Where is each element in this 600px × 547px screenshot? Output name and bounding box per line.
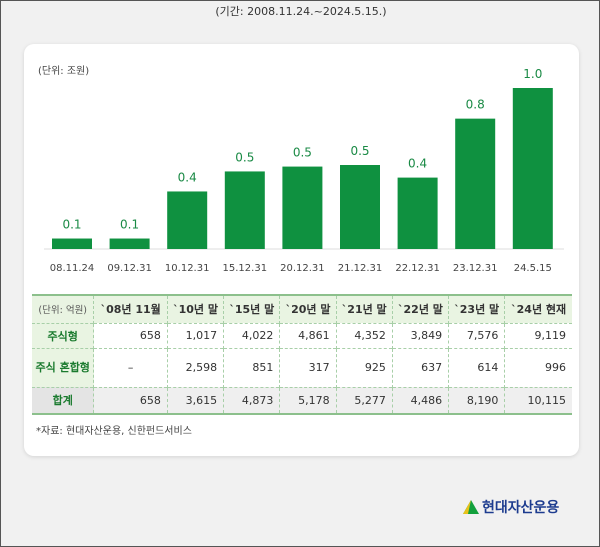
table-cell: 925 [335,348,393,387]
table-cell: 1,017 [166,323,224,348]
col-header: `22년 말 [391,295,449,323]
data-label: 0.5 [350,144,369,158]
data-table: (단위: 억원) `08년 11월 `10년 말 `15년 말 `20년 말 `… [32,294,572,415]
bar [109,238,150,249]
x-tick-label: 21.12.31 [338,263,383,274]
data-label: 0.5 [235,150,254,164]
table-row: 주식 혼합형 –2,598 851 317 925 637 614 996 [32,348,572,387]
table-cell: 658 [93,387,168,414]
table-cell: 851 [223,348,280,387]
col-header: `21년 말 [335,295,393,323]
table-unit: (단위: 억원) [38,305,88,317]
row-label: 주식형 [32,323,94,348]
table-cell: 2,598 [166,348,224,387]
x-tick-label: 23.12.31 [453,263,498,274]
data-label: 1.0 [523,67,542,81]
x-tick-label: 08.11.24 [50,263,95,274]
bar [512,88,553,249]
x-tick-label: 22.12.31 [395,263,440,274]
logo-text: 현대자산운용 [482,500,560,516]
table-row: 주식형 658 1,017 4,022 4,861 4,352 3,849 7,576 9,11… [32,323,572,348]
table-cell: 637 [391,348,449,387]
triangle-logo-icon [463,500,479,514]
data-label: 0.8 [466,98,485,112]
table-cell: 9,119 [504,323,572,348]
table-cell: 3,615 [166,387,224,414]
company-logo: 현대자산운용 [463,497,559,517]
row-label: 합계 [32,387,94,414]
table-row: 합계 658 3,615 4,873 5,178 5,277 4,486 8,190 10,11… [32,387,572,414]
x-tick-label: 10.12.31 [165,263,210,274]
bar [282,166,323,249]
bar [397,177,438,249]
source-note: *자료: 현대자산운용, 신한펀드서비스 [36,426,192,437]
table-cell: 10,115 [504,387,572,414]
bar [52,238,92,249]
unit-label: (단위: 조원) [38,66,90,77]
col-header: `23년 말 [448,295,505,323]
table-cell: 4,861 [279,323,337,348]
col-header: `15년 말 [223,295,280,323]
col-header: `08년 11월 [93,295,168,323]
table-cell: 614 [448,348,505,387]
table-cell: 4,486 [391,387,449,414]
bar [340,165,380,249]
period-text: (기간: 2008.11.24.~2024.5.15.) [215,5,387,18]
table-cell: 317 [279,348,337,387]
table-cell: 4,873 [223,387,280,414]
data-label: 0.4 [408,157,427,171]
col-header: `10년 말 [166,295,224,323]
data-label: 0.1 [62,218,81,232]
table-cell: 4,022 [223,323,280,348]
table-cell: 658 [93,323,168,348]
table-cell: 5,277 [335,387,393,414]
x-tick-label: 09.12.31 [107,263,152,274]
x-tick-label: 20.12.31 [280,263,325,274]
bar [455,118,496,249]
bar-chart: 0.1 08.11.24 0.1 09.12.31 0.4 10.12.31 0.5 15.1… [44,67,564,274]
bar [224,171,265,249]
table-cell: – [93,348,168,387]
data-label: 0.4 [178,170,197,184]
table-cell: 3,849 [391,323,449,348]
x-tick-label: 24.5.15 [514,263,552,274]
x-tick-label: 15.12.31 [223,263,268,274]
data-label: 0.1 [120,218,139,232]
table-header-row: (단위: 억원) `08년 11월 `10년 말 `15년 말 `20년 말 `… [32,295,572,323]
table-cell: 996 [504,348,572,387]
table-cell: 7,576 [448,323,505,348]
chart-card: (단위: 조원) 0.1 08.11.24 0.1 09.12.31 0.4 10.12.… [24,44,579,456]
table-cell: 8,190 [448,387,505,414]
data-label: 0.5 [293,146,312,160]
col-header: `24년 현재 [504,295,572,323]
table-cell: 5,178 [279,387,337,414]
bar [167,191,208,249]
table-cell: 4,352 [335,323,393,348]
row-label: 주식 혼합형 [32,348,94,387]
col-header: `20년 말 [279,295,337,323]
